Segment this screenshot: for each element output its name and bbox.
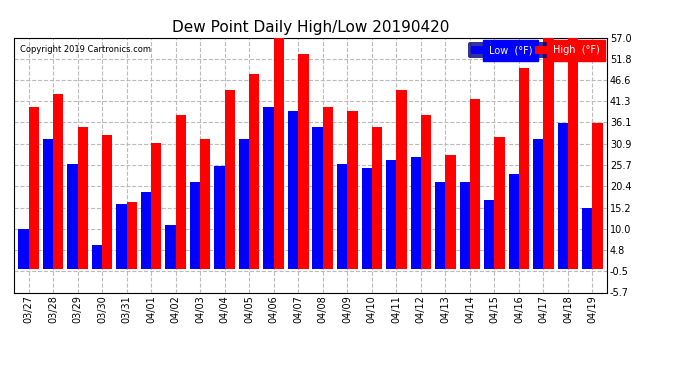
Bar <box>274 33 284 269</box>
Bar <box>166 225 176 269</box>
Bar <box>495 137 504 269</box>
Bar <box>544 38 554 269</box>
Bar <box>323 106 333 269</box>
Bar <box>445 156 455 269</box>
Bar <box>92 245 102 269</box>
Bar <box>117 204 126 269</box>
Bar <box>18 229 28 269</box>
Bar <box>593 123 603 269</box>
Bar <box>239 139 249 269</box>
Bar <box>435 182 445 269</box>
Bar <box>298 54 308 269</box>
Bar <box>509 174 519 269</box>
Bar <box>337 164 347 269</box>
Bar <box>288 111 298 269</box>
Bar <box>460 182 470 269</box>
Legend: Low  (°F), High  (°F): Low (°F), High (°F) <box>469 42 602 58</box>
Bar <box>372 127 382 269</box>
Bar <box>67 164 77 269</box>
Bar <box>176 115 186 269</box>
Bar <box>396 90 406 269</box>
Bar <box>28 106 39 269</box>
Bar <box>141 192 151 269</box>
Bar <box>484 200 495 269</box>
Bar <box>225 90 235 269</box>
Bar <box>470 99 480 269</box>
Bar <box>313 127 323 269</box>
Bar <box>215 166 225 269</box>
Bar <box>151 143 161 269</box>
Bar <box>190 182 200 269</box>
Bar <box>411 158 421 269</box>
Title: Dew Point Daily High/Low 20190420: Dew Point Daily High/Low 20190420 <box>172 20 449 35</box>
Bar <box>533 139 544 269</box>
Bar <box>249 74 259 269</box>
Bar <box>558 123 568 269</box>
Bar <box>362 168 372 269</box>
Bar <box>200 139 210 269</box>
Bar <box>386 159 396 269</box>
Bar <box>264 106 274 269</box>
Bar <box>568 38 578 269</box>
Bar <box>102 135 112 269</box>
Bar <box>347 111 357 269</box>
Text: Copyright 2019 Cartronics.com: Copyright 2019 Cartronics.com <box>20 45 150 54</box>
Bar <box>126 202 137 269</box>
Bar <box>519 68 529 269</box>
Bar <box>43 139 53 269</box>
Bar <box>421 115 431 269</box>
Bar <box>53 94 63 269</box>
Bar <box>582 209 593 269</box>
Bar <box>77 127 88 269</box>
